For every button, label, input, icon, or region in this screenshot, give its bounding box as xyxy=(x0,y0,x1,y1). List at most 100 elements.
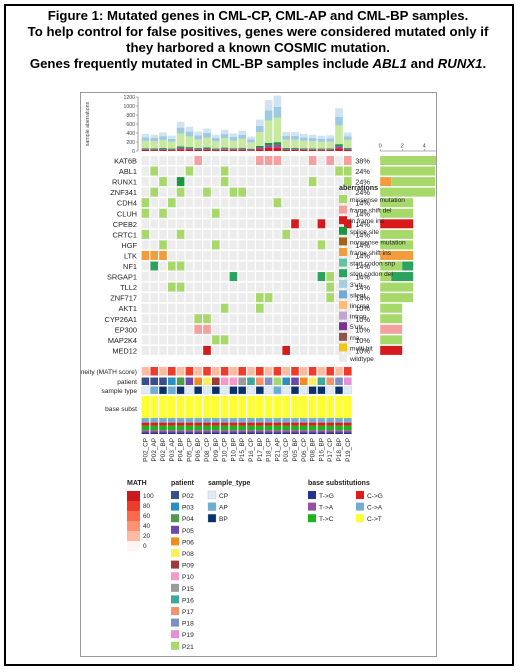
matrix-cell xyxy=(220,293,229,303)
top-bar-segment xyxy=(238,138,246,148)
math-cell xyxy=(273,367,282,376)
right-bar-segment xyxy=(380,335,403,345)
matrix-cell xyxy=(159,303,167,313)
math-cell xyxy=(300,367,308,376)
matrix-cell xyxy=(273,166,282,176)
matrix-cell xyxy=(273,240,282,250)
top-bar-tick-label: 600 xyxy=(126,122,135,128)
top-bar-segment xyxy=(264,120,273,143)
sample-type-cell xyxy=(185,386,194,395)
sample-type-legend-swatch xyxy=(207,502,217,511)
base-subst-segment xyxy=(229,422,238,426)
matrix-cell xyxy=(264,177,273,187)
matrix-cell xyxy=(220,314,229,324)
base-subst-segment xyxy=(238,425,246,431)
matrix-cell xyxy=(282,208,290,218)
matrix-cell xyxy=(141,303,150,313)
matrix-cell xyxy=(308,335,317,345)
matrix-cell xyxy=(150,229,158,239)
sample-label: P21_AP xyxy=(274,438,281,461)
sample-type-cell xyxy=(299,386,308,395)
base-subst-segment xyxy=(247,422,255,426)
base-subst-segment xyxy=(194,418,202,423)
matrix-cell xyxy=(194,208,202,218)
matrix-cell xyxy=(273,219,282,229)
top-bar-segment xyxy=(194,149,202,151)
matrix-cell xyxy=(212,187,220,197)
top-bar-segment xyxy=(344,148,352,150)
mutation-cell xyxy=(212,335,220,345)
top-bar-segment xyxy=(344,139,352,149)
base-subst-row-label: base subst xyxy=(105,406,137,413)
matrix-cell xyxy=(238,208,246,218)
matrix-cell xyxy=(176,156,185,165)
base-subst-segment xyxy=(291,432,299,434)
matrix-cell xyxy=(247,293,255,303)
base-subst-segment xyxy=(335,430,343,433)
matrix-cell xyxy=(264,240,273,250)
matrix-cell xyxy=(300,293,308,303)
gene-label: TLL2 xyxy=(120,283,137,292)
math-cell xyxy=(185,367,194,376)
top-bar-segment xyxy=(238,147,246,149)
base-subst-segment xyxy=(335,422,343,426)
right-bar-segment xyxy=(380,314,403,324)
matrix-cell xyxy=(168,219,176,229)
matrix-cell xyxy=(220,240,229,250)
base-subst-segment xyxy=(335,432,343,434)
top-bar-segment xyxy=(282,132,290,136)
mutation-cell xyxy=(150,166,158,176)
patient-cell xyxy=(264,377,273,385)
matrix-cell xyxy=(238,314,246,324)
base-subst-segment xyxy=(220,425,229,431)
matrix-cell xyxy=(326,345,334,355)
math-cell xyxy=(238,367,246,376)
base-legend-label: T->A xyxy=(319,505,334,512)
matrix-cell xyxy=(326,335,334,345)
patient-cell xyxy=(150,377,158,385)
top-bar-segment xyxy=(335,125,343,145)
matrix-cell xyxy=(291,250,299,260)
matrix-cell xyxy=(150,293,158,303)
matrix-cell xyxy=(300,198,308,208)
base-subst-segment xyxy=(273,422,282,426)
math-cell xyxy=(264,367,273,376)
gene-label: CRTC1 xyxy=(112,230,137,239)
matrix-cell xyxy=(229,177,238,187)
gene-label: LTK xyxy=(124,251,137,260)
aberration-legend-label: frame shift del xyxy=(350,208,392,215)
top-bar-segment xyxy=(176,127,185,134)
base-subst-segment xyxy=(308,422,317,426)
base-subst-segment xyxy=(159,422,167,426)
matrix-cell xyxy=(238,229,246,239)
mutation-cell xyxy=(194,156,202,165)
top-bar-segment xyxy=(238,148,246,150)
top-bar-segment xyxy=(291,148,299,150)
matrix-cell xyxy=(150,282,158,292)
aberration-legend-swatch xyxy=(339,301,347,309)
base-subst-segment xyxy=(194,425,202,431)
matrix-cell xyxy=(229,166,238,176)
base-subst-segment xyxy=(344,396,352,419)
top-bar-segment xyxy=(282,148,290,150)
top-bar-segment xyxy=(300,148,308,150)
math-cell xyxy=(141,367,150,376)
matrix-cell xyxy=(282,314,290,324)
base-subst-segment xyxy=(185,425,194,431)
math-cell xyxy=(317,367,326,376)
matrix-cell xyxy=(300,261,308,271)
aberration-legend-label: 5'utr xyxy=(350,324,363,331)
matrix-cell xyxy=(264,166,273,176)
matrix-cell xyxy=(264,345,273,355)
matrix-cell xyxy=(220,219,229,229)
patient-legend-label: P18 xyxy=(182,621,194,628)
top-bar-segment xyxy=(291,135,299,140)
top-bar-segment xyxy=(141,149,150,150)
patient-row-label: patient xyxy=(117,379,137,386)
base-subst-segment xyxy=(238,430,246,433)
matrix-cell xyxy=(256,314,264,324)
base-subst-segment xyxy=(308,425,317,431)
top-bar-segment xyxy=(185,131,194,137)
math-cell xyxy=(335,367,343,376)
base-subst-segment xyxy=(282,425,290,431)
